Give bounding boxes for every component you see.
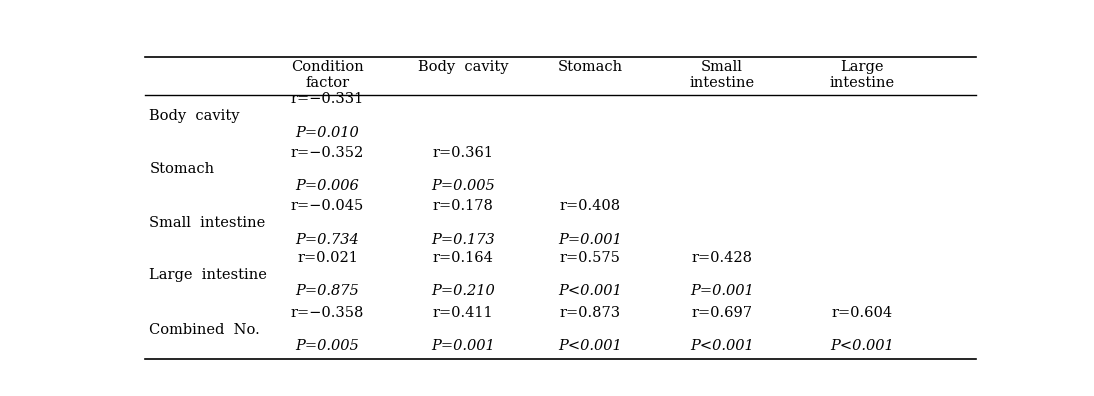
Text: P=0.006: P=0.006	[295, 179, 360, 193]
Text: Condition
factor: Condition factor	[291, 60, 364, 90]
Text: r=0.408: r=0.408	[560, 199, 621, 213]
Text: r=−0.358: r=−0.358	[291, 306, 364, 320]
Text: Stomach: Stomach	[558, 60, 622, 74]
Text: P=0.734: P=0.734	[295, 232, 360, 247]
Text: P=0.010: P=0.010	[295, 126, 360, 140]
Text: Combined  No.: Combined No.	[150, 323, 260, 337]
Text: r=0.361: r=0.361	[432, 146, 493, 160]
Text: P=0.875: P=0.875	[295, 284, 360, 299]
Text: P=0.001: P=0.001	[690, 284, 754, 299]
Text: P=0.005: P=0.005	[295, 339, 360, 353]
Text: r=0.604: r=0.604	[831, 306, 893, 320]
Text: Large
intestine: Large intestine	[829, 60, 894, 90]
Text: r=−0.045: r=−0.045	[291, 199, 364, 213]
Text: P=0.210: P=0.210	[431, 284, 496, 299]
Text: r=0.021: r=0.021	[298, 251, 358, 265]
Text: r=0.411: r=0.411	[433, 306, 493, 320]
Text: P=0.173: P=0.173	[431, 232, 496, 247]
Text: r=0.873: r=0.873	[560, 306, 621, 320]
Text: Body  cavity: Body cavity	[418, 60, 509, 74]
Text: Large  intestine: Large intestine	[150, 268, 267, 282]
Text: r=0.428: r=0.428	[691, 251, 753, 265]
Text: P<0.001: P<0.001	[829, 339, 894, 353]
Text: P<0.001: P<0.001	[690, 339, 754, 353]
Text: r=0.697: r=0.697	[691, 306, 753, 320]
Text: r=−0.331: r=−0.331	[291, 92, 364, 107]
Text: Body  cavity: Body cavity	[150, 109, 240, 123]
Text: r=0.575: r=0.575	[560, 251, 620, 265]
Text: r=−0.352: r=−0.352	[291, 146, 364, 160]
Text: Stomach: Stomach	[150, 162, 214, 177]
Text: P<0.001: P<0.001	[558, 284, 622, 299]
Text: Small
intestine: Small intestine	[689, 60, 755, 90]
Text: P<0.001: P<0.001	[558, 339, 622, 353]
Text: P=0.001: P=0.001	[431, 339, 496, 353]
Text: P=0.005: P=0.005	[431, 179, 496, 193]
Text: r=0.178: r=0.178	[433, 199, 493, 213]
Text: P=0.001: P=0.001	[558, 232, 622, 247]
Text: r=0.164: r=0.164	[433, 251, 493, 265]
Text: Small  intestine: Small intestine	[150, 216, 266, 230]
